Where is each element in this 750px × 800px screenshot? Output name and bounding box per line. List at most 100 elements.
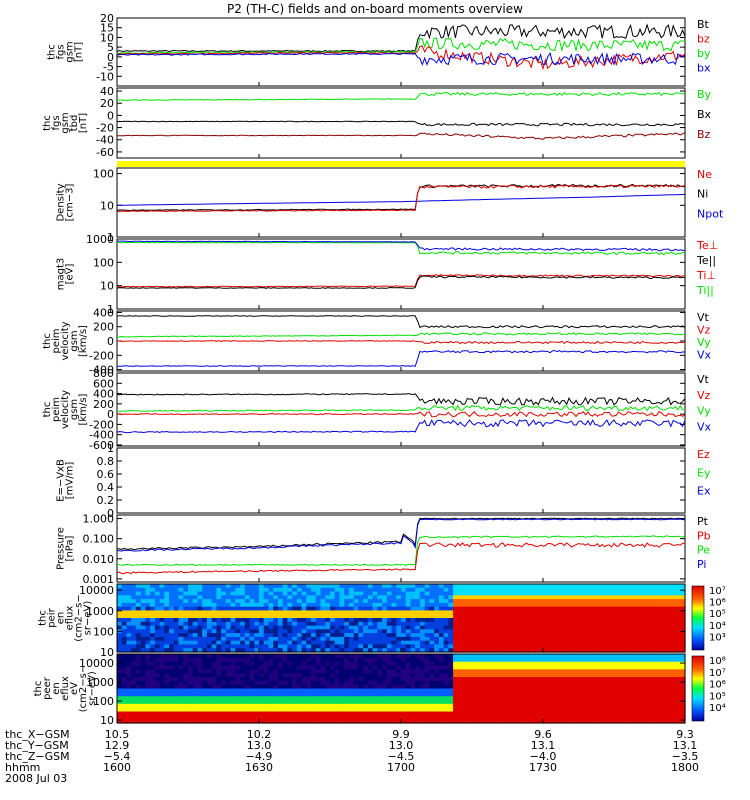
heatmap-cell <box>561 602 568 608</box>
heatmap-cell <box>509 715 516 720</box>
heatmap-cell <box>386 692 393 697</box>
heatmap-cell <box>604 618 610 623</box>
heatmap-cell <box>348 618 355 623</box>
heatmap-cell <box>396 719 402 724</box>
heatmap-cell <box>675 677 681 682</box>
heatmap-cell <box>666 584 672 589</box>
heatmap-cell <box>599 618 606 623</box>
heatmap-cell <box>131 673 137 678</box>
heatmap-cell <box>169 648 175 653</box>
heatmap-cell <box>571 618 577 623</box>
heatmap-cell <box>159 677 165 682</box>
heatmap-cell <box>221 610 227 615</box>
heatmap-cell <box>614 669 620 674</box>
heatmap-cell <box>135 688 142 693</box>
heatmap-cell <box>438 610 445 615</box>
heatmap-cell <box>609 636 615 642</box>
heatmap-cell <box>552 599 558 604</box>
heatmap-cell <box>372 587 378 593</box>
heatmap-cell <box>472 703 478 709</box>
heatmap-cell <box>154 621 161 627</box>
heatmap-cell <box>211 696 217 701</box>
heatmap-cell <box>462 644 468 649</box>
heatmap-cell <box>225 688 232 693</box>
heatmap-cell <box>363 677 369 682</box>
xaxis-value: −4.9 <box>246 750 273 763</box>
heatmap-cell <box>259 606 265 612</box>
heatmap-cell <box>604 606 610 612</box>
heatmap-cell <box>344 665 350 670</box>
heatmap-cell <box>154 673 161 678</box>
heatmap-cell <box>169 680 175 686</box>
heatmap-cell <box>386 688 393 693</box>
heatmap-cell <box>453 703 459 709</box>
heatmap-cell <box>240 584 246 589</box>
heatmap-cell <box>571 633 577 638</box>
heatmap-cell <box>467 648 473 653</box>
heatmap-cell <box>273 606 279 612</box>
heatmap-cell <box>457 629 464 634</box>
heatmap-cell <box>609 688 615 693</box>
heatmap-cell <box>642 602 648 608</box>
heatmap-cell <box>533 633 539 638</box>
heatmap-cell <box>467 606 473 612</box>
heatmap-cell <box>216 703 222 709</box>
heatmap-cell <box>344 661 350 667</box>
heatmap-cell <box>632 703 639 709</box>
heatmap-cell <box>339 625 345 630</box>
heatmap-cell <box>358 614 364 619</box>
heatmap-cell <box>585 677 591 682</box>
heatmap-cell <box>277 587 284 593</box>
heatmap-cell <box>557 618 563 623</box>
heatmap-cell <box>410 715 416 720</box>
heatmap-cell <box>590 621 596 627</box>
heatmap-cell <box>330 692 336 697</box>
series-Ni <box>116 183 685 212</box>
heatmap-cell <box>315 599 322 604</box>
heatmap-cell <box>419 657 426 663</box>
heatmap-cell <box>467 688 473 693</box>
heatmap-cell <box>438 629 445 634</box>
heatmap-cell <box>495 719 501 724</box>
heatmap-cell <box>230 673 236 678</box>
heatmap-cell <box>609 648 615 653</box>
heatmap-cell <box>367 640 374 646</box>
heatmap-cell <box>254 618 260 623</box>
orbit-status-bar <box>117 161 685 167</box>
heatmap-cell <box>632 688 639 693</box>
heatmap-cell <box>443 584 449 589</box>
heatmap-cell <box>135 621 142 627</box>
heatmap-cell <box>524 680 530 686</box>
heatmap-cell <box>590 648 596 653</box>
heatmap-cell <box>651 606 658 612</box>
heatmap-cell <box>614 602 620 608</box>
heatmap-cell <box>135 673 142 678</box>
heatmap-cell <box>240 707 246 713</box>
heatmap-cell <box>457 657 464 663</box>
heatmap-cell <box>410 719 416 724</box>
heatmap-cell <box>509 665 516 670</box>
heatmap-cell <box>434 680 440 686</box>
heatmap-cell <box>372 688 378 693</box>
heatmap-cell <box>448 599 454 604</box>
heatmap-cell <box>448 669 454 674</box>
heatmap-cell <box>377 719 383 724</box>
heatmap-cell <box>192 599 198 604</box>
heatmap-cell <box>571 673 577 678</box>
heatmap-cell <box>282 599 288 604</box>
heatmap-cell <box>519 696 525 701</box>
heatmap-cell <box>486 625 492 630</box>
heatmap-cell <box>330 719 336 724</box>
heatmap-cell <box>221 621 227 627</box>
heatmap-cell <box>159 618 165 623</box>
heatmap-cell <box>538 654 544 659</box>
heatmap-cell <box>675 684 681 690</box>
heatmap-cell <box>225 591 232 596</box>
heatmap-cell <box>415 625 421 630</box>
heatmap-cell <box>282 669 288 674</box>
heatmap-cell <box>453 640 459 646</box>
heatmap-cell <box>401 719 407 724</box>
heatmap-cell <box>467 633 473 638</box>
heatmap-cell <box>126 669 132 674</box>
heatmap-cell <box>576 719 582 724</box>
